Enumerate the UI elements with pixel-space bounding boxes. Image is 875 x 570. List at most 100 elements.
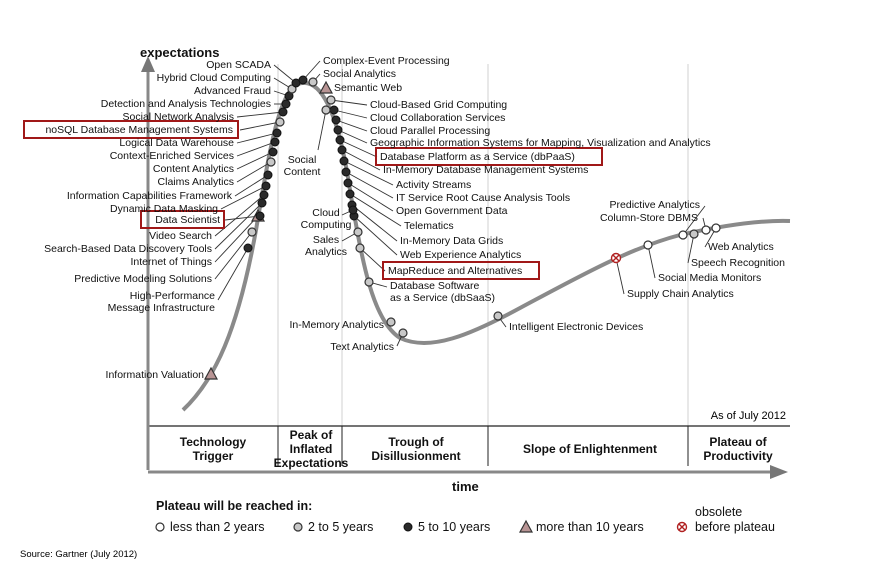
marker-gt10-information-valuation bbox=[203, 366, 219, 380]
leader-line-internet-of-things bbox=[214, 215, 259, 263]
marker-5to10-dynamic-data-masking bbox=[261, 181, 271, 191]
marker-2to5-database-software-as-a-service-dbsaas bbox=[364, 277, 374, 287]
label-hybrid-cloud-computing: Hybrid Cloud Computing bbox=[157, 72, 272, 84]
marker-5to10-search-based-data-discovery-tools bbox=[257, 198, 267, 208]
x-axis-title: time bbox=[452, 479, 479, 494]
marker-5to10-information-capabilities-framework bbox=[263, 170, 273, 180]
marker-2to5-mapreduce-and-alternatives bbox=[355, 243, 365, 253]
highlight-box-database-platform-as-a-service-dbpaas bbox=[375, 147, 603, 166]
marker-5to10-cloud-parallel-processing bbox=[331, 115, 341, 125]
label-social-media-monitors: Social Media Monitors bbox=[658, 272, 761, 284]
leader-line-predictive-analytics bbox=[682, 205, 706, 236]
marker-2to5-nosql-database-management-systems bbox=[275, 117, 285, 127]
label-geographic-information-systems-for-mapping-visualization-and-analytics: Geographic Information Systems for Mappi… bbox=[370, 137, 711, 149]
leader-line-cloud-based-grid-computing bbox=[330, 99, 368, 106]
leader-line-information-capabilities-framework bbox=[234, 174, 269, 197]
label-mapreduce-and-alternatives: MapReduce and Alternatives bbox=[388, 265, 522, 277]
source-note: Source: Gartner (July 2012) bbox=[20, 549, 137, 560]
legend-label-2to5: 2 to 5 years bbox=[308, 520, 373, 534]
marker-5to10-data-scientist bbox=[255, 211, 265, 221]
marker-2to5-speech-recognition bbox=[689, 229, 699, 239]
label-cloud-based-grid-computing: Cloud-Based Grid Computing bbox=[370, 99, 507, 111]
label-predictive-analytics: Predictive Analytics bbox=[610, 199, 700, 211]
label-context-enriched-services: Context-Enriched Services bbox=[110, 150, 234, 162]
phase-label-technology-trigger: Trigger bbox=[193, 449, 234, 463]
label-detection-and-analysis-technologies: Detection and Analysis Technologies bbox=[101, 98, 271, 110]
label-sales-analytics: Sales Analytics bbox=[305, 234, 347, 258]
label-internet-of-things: Internet of Things bbox=[130, 256, 212, 268]
marker-5to10-video-search bbox=[259, 190, 269, 200]
phase-label-plateau-of-productivity: Plateau of bbox=[709, 435, 767, 449]
leader-line-predictive-modeling-solutions bbox=[214, 231, 253, 280]
marker-5to10-geographic-information-systems-for-mapping-visualization-and-analytics bbox=[333, 125, 343, 135]
marker-5to10-open-government-data bbox=[343, 178, 353, 188]
leader-line-search-based-data-discovery-tools bbox=[214, 202, 263, 250]
marker-obsolete-supply-chain-analytics bbox=[610, 252, 622, 264]
label-dynamic-data-masking: Dynamic Data Masking bbox=[110, 203, 218, 215]
label-activity-streams: Activity Streams bbox=[396, 179, 471, 191]
marker-2to5-text-analytics bbox=[398, 328, 408, 338]
leader-line-in-memory-data-grids bbox=[351, 204, 398, 242]
marker-5to10-social-network-analysis bbox=[278, 107, 288, 117]
x-axis-arrow-icon bbox=[770, 465, 788, 479]
leader-line-context-enriched-services bbox=[236, 141, 276, 157]
leader-line-nosql-database-management-systems bbox=[239, 121, 281, 131]
label-logical-data-warehouse: Logical Data Warehouse bbox=[119, 137, 234, 149]
label-web-analytics: Web Analytics bbox=[708, 241, 774, 253]
leader-line-it-service-root-cause-analysis-tools bbox=[345, 171, 394, 199]
marker-5to10-content-analytics bbox=[268, 147, 278, 157]
marker-5to10-telematics bbox=[345, 189, 355, 199]
label-data-scientist: Data Scientist bbox=[155, 214, 220, 226]
label-web-experience-analytics: Web Experience Analytics bbox=[400, 249, 521, 261]
label-information-capabilities-framework: Information Capabilities Framework bbox=[67, 190, 233, 202]
leader-line-high-performance-message-infrastructure bbox=[217, 247, 249, 301]
label-supply-chain-analytics: Supply Chain Analytics bbox=[627, 288, 734, 300]
phase-label-trough-of-disillusionment: Trough of bbox=[388, 435, 444, 449]
leader-line-content-analytics bbox=[236, 151, 274, 170]
phase-label-peak-of-inflated-expectations: Expectations bbox=[274, 456, 349, 470]
phase-label-technology-trigger: Technology bbox=[180, 435, 247, 449]
phase-label-peak-of-inflated-expectations: Peak of bbox=[290, 428, 334, 442]
marker-5to10-legend-5to10 bbox=[403, 522, 413, 532]
leader-line-social-content bbox=[317, 109, 327, 151]
y-axis-title: expectations bbox=[140, 45, 219, 60]
label-high-performance-message-infrastructure: High-Performance Message Infrastructure bbox=[108, 290, 216, 314]
marker-2to5-claims-analytics bbox=[266, 157, 276, 167]
leader-line-mapreduce-and-alternatives bbox=[359, 247, 386, 272]
marker-2to5-predictive-modeling-solutions bbox=[247, 227, 257, 237]
marker-obsolete-legend-obsolete bbox=[676, 521, 688, 533]
leader-line-social-network-analysis bbox=[236, 111, 284, 118]
marker-2to5-intelligent-electronic-devices bbox=[493, 311, 503, 321]
leader-line-database-platform-as-a-service-dbpaas bbox=[339, 139, 378, 158]
label-database-software-as-a-service-dbsaas: Database Software as a Service (dbSaaS) bbox=[390, 280, 495, 304]
label-social-content: Social Content bbox=[284, 154, 321, 178]
marker-lt2-social-media-monitors bbox=[643, 240, 653, 250]
legend-label-obsolete: obsolete before plateau bbox=[695, 505, 775, 534]
label-text-analytics: Text Analytics bbox=[330, 341, 394, 353]
phase-label-slope-of-enlightenment: Slope of Enlightenment bbox=[523, 442, 657, 456]
as-of-note: As of July 2012 bbox=[711, 410, 786, 422]
label-content-analytics: Content Analytics bbox=[153, 163, 234, 175]
label-complex-event-processing: Complex-Event Processing bbox=[323, 55, 450, 67]
technology-markers bbox=[155, 75, 721, 533]
label-social-analytics: Social Analytics bbox=[323, 68, 396, 80]
label-information-valuation: Information Valuation bbox=[106, 369, 205, 381]
leader-line-in-memory-database-management-systems bbox=[341, 149, 381, 171]
legend: Plateau will be reached in: less than 2 y… bbox=[156, 499, 775, 534]
label-open-government-data: Open Government Data bbox=[396, 205, 508, 217]
marker-gt10-legend-gt10 bbox=[518, 519, 534, 533]
label-in-memory-data-grids: In-Memory Data Grids bbox=[400, 235, 503, 247]
leader-line-dynamic-data-masking bbox=[220, 185, 267, 210]
marker-lt2-column-store-dbms bbox=[701, 225, 711, 235]
leader-line-open-scada bbox=[273, 64, 297, 84]
marker-gt10-semantic-web bbox=[318, 80, 334, 94]
marker-5to10-activity-streams bbox=[339, 156, 349, 166]
leader-line-video-search bbox=[214, 194, 265, 237]
phase-label-peak-of-inflated-expectations: Inflated bbox=[290, 442, 333, 456]
marker-2to5-legend-2to5 bbox=[293, 522, 303, 532]
leader-line-cloud-parallel-processing bbox=[335, 119, 368, 132]
leader-line-logical-data-warehouse bbox=[236, 132, 278, 144]
label-semantic-web: Semantic Web bbox=[334, 82, 402, 94]
marker-2to5-cloud-based-grid-computing bbox=[326, 95, 336, 105]
